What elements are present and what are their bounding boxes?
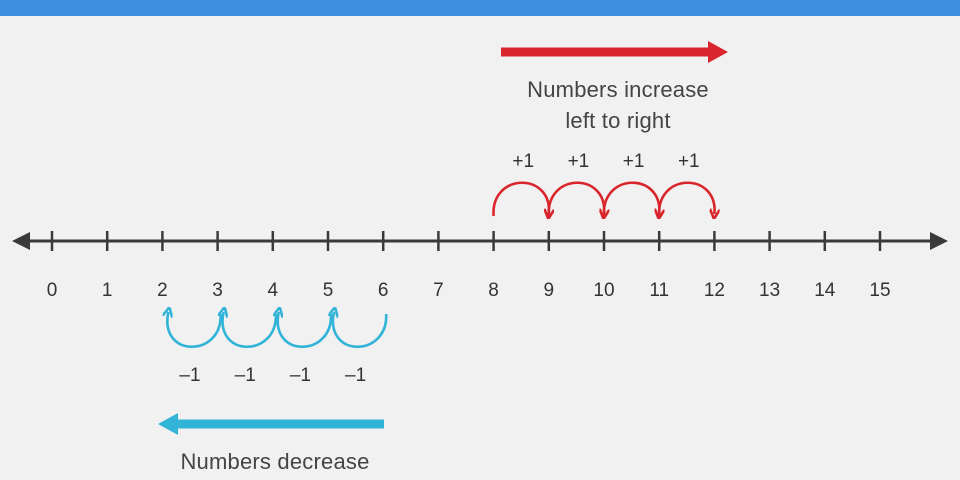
tick-label: 7 [433, 280, 444, 301]
tick-label: 10 [593, 280, 614, 301]
top-banner-strip [0, 0, 960, 16]
left-arrowhead-icon [12, 232, 30, 250]
increase-step-label: +1 [678, 151, 700, 172]
decrease-step-label: –1 [235, 365, 256, 386]
tick-label: 6 [378, 280, 389, 301]
tick-label: 11 [649, 280, 669, 301]
increase-hops: +1 +1 +1 +1 [492, 151, 714, 216]
tick-label: 13 [759, 280, 780, 301]
decrease-caption-line1: Numbers decrease [180, 449, 370, 474]
increase-hop-arc [492, 181, 548, 216]
decrease-direction-arrowhead-icon [158, 413, 178, 435]
increase-caption: Numbers increase left to right [478, 74, 758, 136]
increase-step-label: +1 [568, 151, 590, 172]
increase-hop-arc [602, 181, 659, 216]
decrease-step-label: –1 [179, 365, 200, 386]
tick-label: 15 [869, 280, 890, 301]
tick-label: 2 [157, 280, 168, 301]
tick-label: 9 [544, 280, 555, 301]
tick-label: 5 [323, 280, 334, 301]
decrease-caption: Numbers decrease [135, 446, 415, 477]
increase-direction-arrowhead-icon [708, 41, 728, 63]
decrease-hop-arc [278, 312, 333, 348]
increase-step-label: +1 [623, 151, 645, 172]
tick-label: 3 [212, 280, 223, 301]
increase-hop-arc [547, 181, 604, 216]
decrease-hops: –1 –1 –1 –1 [167, 312, 388, 386]
tick-label: 14 [814, 280, 836, 301]
tick-label: 8 [488, 280, 499, 301]
tick-label: 0 [47, 280, 58, 301]
tick-label: 12 [704, 280, 725, 301]
increase-caption-line1: Numbers increase [527, 77, 709, 102]
increase-step-label: +1 [512, 151, 534, 172]
tick-labels: 0 1 2 3 4 5 6 7 8 9 10 11 12 13 14 15 [47, 280, 891, 301]
decrease-hop-arc [333, 312, 388, 348]
decrease-step-label: –1 [345, 365, 366, 386]
tick-label: 1 [102, 280, 113, 301]
decrease-step-label: –1 [290, 365, 311, 386]
tick-marks [50, 231, 882, 251]
right-arrowhead-icon [930, 232, 948, 250]
decrease-hop-arc [223, 312, 278, 348]
tick-label: 4 [268, 280, 279, 301]
increase-caption-line2: left to right [565, 108, 671, 133]
increase-hop-arc [657, 181, 714, 216]
decrease-hop-arc [167, 312, 222, 348]
